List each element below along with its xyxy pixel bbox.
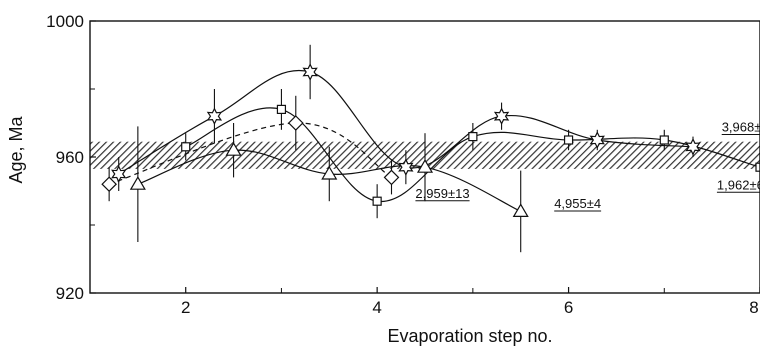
point-diamond [287, 115, 304, 131]
point-square [468, 132, 478, 142]
point-star [493, 107, 510, 126]
y-axis-title: Age, Ma [6, 116, 26, 184]
point-star [206, 107, 223, 126]
point-star [398, 158, 414, 177]
y-tick-label: 960 [56, 148, 84, 167]
annotation-label: 4,955±4 [554, 196, 601, 211]
point-square [755, 162, 760, 172]
x-tick-label: 4 [372, 298, 381, 317]
x-tick-label: 6 [564, 298, 573, 317]
point-triangle [416, 159, 434, 173]
point-square [181, 142, 191, 152]
point-triangle [129, 176, 146, 190]
point-diamond [101, 176, 117, 193]
annotation-label: 2,959±13 [415, 186, 469, 201]
point-star [685, 137, 701, 156]
point-square [276, 104, 287, 115]
point-diamond [383, 169, 400, 186]
point-star [111, 165, 127, 183]
annotation-label: 3,968±9 [722, 120, 760, 135]
y-tick-label: 920 [56, 284, 84, 303]
point-star [302, 63, 318, 81]
point-star [589, 131, 605, 149]
x-tick-label: 2 [181, 298, 190, 317]
point-triangle [321, 165, 338, 180]
axes: 920 960 1000 2 4 6 8 [46, 12, 760, 317]
annotations: 3,968±9 2,959±13 4,955±4 1,962±6,5 [415, 120, 760, 212]
point-square [563, 135, 574, 145]
x-tick-label: 8 [749, 298, 758, 317]
point-triangle [512, 203, 529, 217]
x-axis-title: Evaporation step no. [387, 326, 552, 346]
point-square [659, 135, 669, 145]
annotation-label: 1,962±6,5 [717, 177, 760, 192]
data-markers [101, 63, 760, 217]
point-triangle [225, 142, 242, 156]
y-tick-label: 1000 [46, 12, 84, 31]
point-square [372, 196, 382, 206]
